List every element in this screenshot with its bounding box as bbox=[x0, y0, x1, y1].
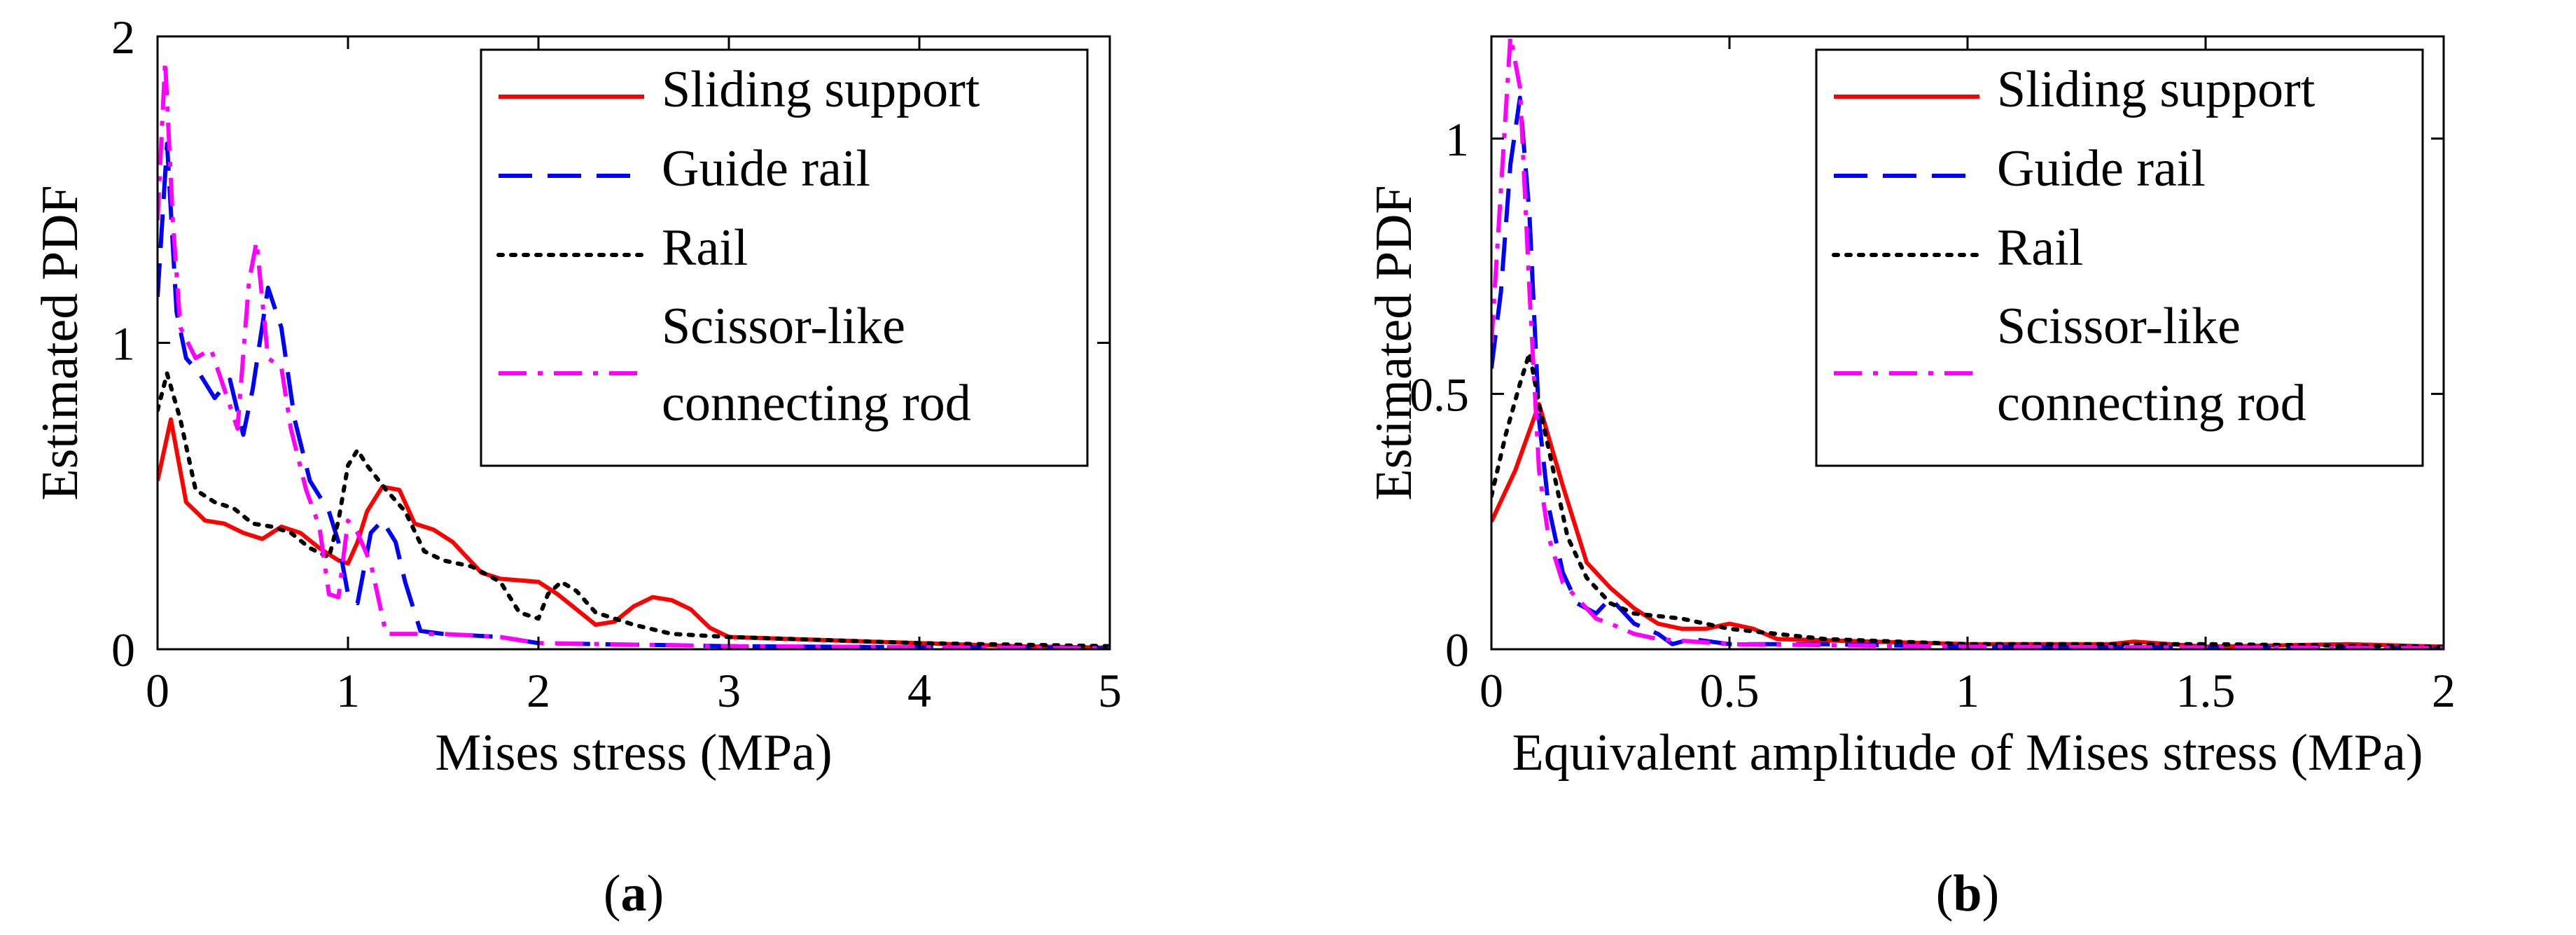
legend-label: Guide rail bbox=[662, 140, 870, 198]
legend-box bbox=[480, 48, 1089, 467]
y-tick-label: 1 bbox=[111, 317, 135, 370]
y-axis-label: Estimated PDF bbox=[1365, 185, 1423, 500]
legend-label: Sliding support bbox=[662, 61, 980, 118]
panel-b: 0 0.5 1 1.5 2 0 0.5 1 Equivalent amplitude of Mi… bbox=[1365, 35, 2456, 922]
x-tick-label: 1 bbox=[336, 664, 360, 717]
x-tick-label: 0 bbox=[146, 664, 169, 717]
x-tick-label: 0.5 bbox=[1700, 664, 1760, 717]
x-tick-label: 3 bbox=[717, 664, 741, 717]
y-tick-label: 0.5 bbox=[1409, 368, 1469, 421]
legend-label: Guide rail bbox=[1997, 140, 2206, 198]
x-axis-label: Equivalent amplitude of Mises stress (MP… bbox=[1512, 724, 2423, 782]
legend-box bbox=[1815, 48, 2424, 467]
panel-a: 0 1 2 3 4 5 0 1 2 Mises stress (MPa) Estimated PDF… bbox=[32, 11, 1122, 922]
y-tick-label: 0 bbox=[111, 623, 135, 677]
legend-label: Scissor-like connecting rod bbox=[662, 298, 971, 432]
legend-label: Rail bbox=[1997, 219, 2083, 277]
x-tick-label: 1 bbox=[1956, 664, 1979, 717]
x-tick-label: 4 bbox=[907, 664, 931, 717]
series-line-sliding-support bbox=[1491, 402, 2444, 649]
x-axis-label: Mises stress (MPa) bbox=[435, 724, 832, 782]
y-tick-label: 1 bbox=[1445, 113, 1469, 166]
legend: Sliding support Guide rail Rail Scissor-lik… bbox=[1815, 48, 2424, 467]
series-line-sliding-support bbox=[158, 417, 1110, 649]
x-tick-label: 2 bbox=[2432, 664, 2456, 717]
x-tick-label: 2 bbox=[527, 664, 550, 717]
panel-label: (a) bbox=[604, 865, 664, 922]
legend-label: Rail bbox=[662, 219, 748, 277]
series-line-rail bbox=[158, 371, 1110, 649]
series-line-scissor-like-connecting-rod bbox=[1491, 36, 2444, 649]
legend-label: Scissor-like connecting rod bbox=[1997, 298, 2306, 432]
series-line-guide-rail bbox=[158, 141, 1110, 649]
y-tick-label: 0 bbox=[1445, 623, 1469, 677]
series-line-rail bbox=[1491, 351, 2444, 649]
legend: Sliding support Guide rail Rail Scissor-lik… bbox=[480, 48, 1089, 467]
y-axis-label: Estimated PDF bbox=[32, 185, 89, 500]
x-tick-label: 0 bbox=[1480, 664, 1503, 717]
x-tick-label: 5 bbox=[1098, 664, 1122, 717]
series-line-scissor-like-connecting-rod bbox=[158, 59, 1110, 649]
x-tick-label: 1.5 bbox=[2176, 664, 2236, 717]
legend-label: Sliding support bbox=[1997, 61, 2316, 118]
panel-label: (b) bbox=[1936, 865, 1999, 922]
y-tick-label: 2 bbox=[111, 11, 135, 64]
